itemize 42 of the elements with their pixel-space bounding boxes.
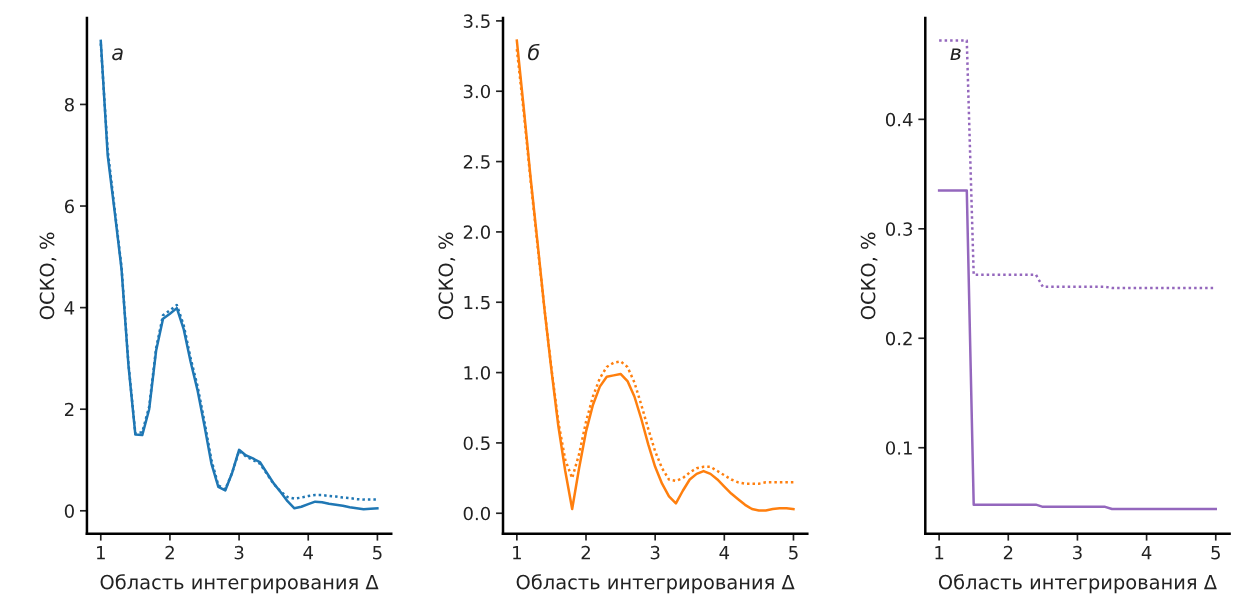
x-tick-label: 4 [719, 546, 730, 560]
x-tick-label: 5 [373, 546, 382, 560]
y-tick-label: 0.2 [885, 331, 912, 346]
annotation: б [528, 43, 540, 61]
annotation: а [112, 48, 123, 61]
x-tick-label: 1 [935, 546, 944, 560]
x-tick-label: 3 [234, 545, 244, 560]
x-tick-label: 3 [650, 545, 660, 560]
y-tick-label: 1.5 [464, 295, 490, 310]
y-tick-label: 0.3 [885, 222, 913, 236]
y-tick-label: 0 [64, 504, 74, 518]
x-axis-title: Область интегрирования Δ [516, 574, 795, 594]
y-tick-label: 2.5 [463, 155, 490, 169]
y-tick-label: 2 [64, 402, 74, 417]
y-tick-label: 6 [64, 199, 74, 214]
x-tick-label: 1 [513, 546, 521, 560]
y-tick-label: 3.5 [463, 14, 490, 29]
x-axis-title: Область интегрирования Δ [100, 574, 379, 594]
y-tick-label: 0.0 [463, 506, 491, 521]
x-tick-label: 5 [1211, 546, 1220, 560]
x-tick-label: 4 [303, 546, 313, 560]
y-axis-title: ОСКО, % [860, 232, 878, 320]
y-axis-title: ОСКО, % [39, 232, 57, 320]
y-tick-label: 1.0 [464, 366, 491, 380]
y-axis-title: ОСКО, % [438, 232, 456, 320]
y-tick-label: 8 [64, 97, 74, 112]
y-tick-label: 4 [64, 301, 75, 315]
x-tick-label: 2 [165, 545, 174, 560]
x-tick-label: 2 [581, 545, 590, 560]
x-tick-label: 5 [789, 546, 798, 560]
annotation: в [950, 48, 961, 60]
y-tick-label: 0.5 [463, 436, 490, 451]
y-tick-label: 0.4 [885, 112, 913, 127]
y-tick-label: 3.0 [463, 84, 491, 99]
x-tick-label: 2 [1003, 545, 1013, 560]
x-axis-title: Область интегрирования Δ [938, 574, 1217, 594]
x-tick-label: 3 [1073, 545, 1082, 560]
x-tick-label: 1 [97, 546, 105, 560]
y-tick-label: 2.0 [463, 225, 491, 240]
line-series [937, 189, 1217, 511]
x-tick-label: 4 [1141, 546, 1152, 560]
y-tick-label: 0.1 [885, 441, 912, 455]
